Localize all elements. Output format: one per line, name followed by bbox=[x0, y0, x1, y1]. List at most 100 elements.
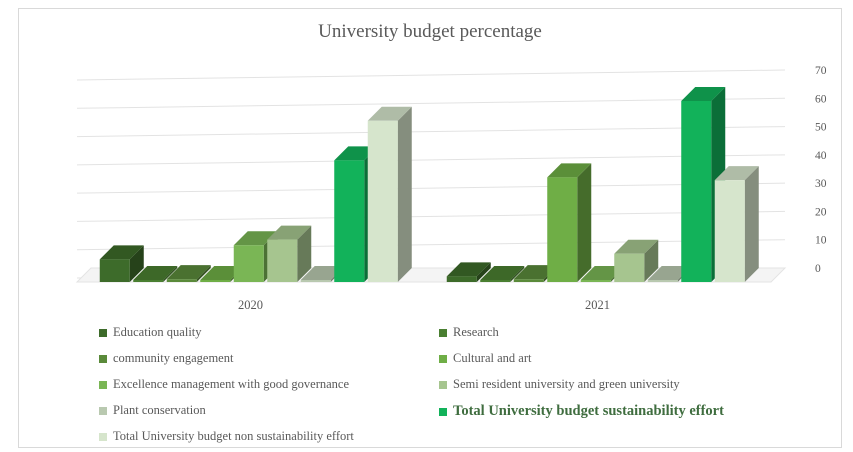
bar-top bbox=[714, 166, 759, 181]
gridline bbox=[76, 210, 786, 222]
bar-top bbox=[233, 231, 278, 246]
plot-area: 0 10 20 30 40 50 60 70 2020 2021 bbox=[75, 65, 827, 312]
bar bbox=[267, 225, 312, 282]
legend-swatch bbox=[439, 407, 447, 416]
bar-front bbox=[513, 279, 544, 282]
bar-top bbox=[614, 239, 659, 254]
bar-top bbox=[547, 163, 592, 178]
bar-top bbox=[513, 265, 558, 280]
legend-label: Semi resident university and green unive… bbox=[453, 377, 680, 391]
gridline bbox=[76, 126, 786, 138]
bar-side bbox=[163, 266, 178, 282]
bar-front bbox=[647, 280, 678, 282]
bar bbox=[133, 266, 178, 282]
bar-top bbox=[200, 266, 245, 280]
legend-swatch bbox=[99, 406, 107, 415]
x-category-label: 2021 bbox=[585, 298, 610, 312]
gridline bbox=[76, 239, 786, 251]
bar-front bbox=[681, 100, 712, 282]
legend-swatch bbox=[439, 354, 447, 363]
legend-swatch bbox=[439, 380, 447, 389]
bar bbox=[99, 245, 144, 282]
bar-top bbox=[334, 146, 379, 161]
y-tick-label: 40 bbox=[815, 150, 827, 162]
legend-label: Plant conservation bbox=[113, 403, 206, 417]
y-tick-label: 50 bbox=[815, 122, 827, 134]
bar-side bbox=[744, 166, 759, 282]
chart-title: University budget percentage bbox=[318, 21, 542, 42]
bar-side bbox=[196, 265, 211, 282]
gridline bbox=[76, 69, 786, 81]
bar bbox=[547, 163, 592, 282]
gridline bbox=[76, 154, 786, 166]
legend-label: community engagement bbox=[113, 351, 234, 365]
bar-front bbox=[446, 276, 477, 282]
chart-frame: University budget percentage 0 10 20 30 40 50… bbox=[18, 8, 842, 448]
bar-front bbox=[99, 259, 130, 282]
x-category-label: 2020 bbox=[238, 298, 263, 312]
bar bbox=[614, 239, 659, 282]
bar bbox=[166, 265, 211, 282]
gridline bbox=[76, 182, 786, 194]
bar bbox=[367, 106, 412, 283]
legend-label: Total University budget non sustainabili… bbox=[113, 429, 354, 443]
legend-swatch bbox=[439, 328, 447, 337]
bar-side bbox=[510, 266, 525, 282]
bar-front bbox=[580, 280, 611, 282]
bar-side bbox=[129, 245, 144, 282]
legend-item: Plant conservation bbox=[99, 403, 206, 418]
bar-top bbox=[580, 266, 625, 280]
legend-item: Semi resident university and green unive… bbox=[439, 377, 680, 392]
legend-label: Research bbox=[453, 325, 499, 339]
bar-top bbox=[367, 106, 412, 121]
bar-top bbox=[267, 225, 312, 240]
bar-front bbox=[480, 280, 511, 282]
legend-item: Cultural and art bbox=[439, 351, 531, 366]
legend-item: community engagement bbox=[99, 351, 233, 366]
bar-side bbox=[644, 239, 659, 282]
legend-item: Total University budget sustainability e… bbox=[439, 403, 724, 420]
legend-label: Excellence management with good governan… bbox=[113, 377, 350, 391]
legend-item: Research bbox=[439, 325, 499, 340]
y-tick-label: 0 bbox=[815, 263, 821, 275]
y-tick-label: 70 bbox=[815, 65, 827, 77]
bar-front bbox=[547, 177, 578, 282]
bar bbox=[480, 266, 525, 282]
legend-swatch bbox=[99, 432, 107, 441]
y-tick-label: 30 bbox=[815, 178, 827, 190]
bar-front bbox=[714, 180, 745, 282]
bar-front bbox=[300, 280, 331, 282]
bar-front bbox=[367, 120, 398, 283]
legend-swatch bbox=[99, 380, 107, 389]
bar-top bbox=[480, 266, 525, 280]
bar-top bbox=[647, 266, 692, 280]
bar-top bbox=[681, 86, 726, 101]
bar-top bbox=[99, 245, 144, 260]
bar-front bbox=[133, 280, 164, 282]
legend-item: Education quality bbox=[99, 325, 202, 340]
legend-label: Cultural and art bbox=[453, 351, 532, 365]
bar-side bbox=[397, 106, 412, 283]
bar-top bbox=[300, 266, 345, 280]
bar-side bbox=[476, 262, 491, 282]
legend-label: Education quality bbox=[113, 325, 202, 339]
bar-top bbox=[133, 266, 178, 280]
legend-swatch bbox=[99, 328, 107, 337]
bar-side bbox=[297, 225, 312, 282]
bar-front bbox=[334, 160, 365, 282]
bar bbox=[446, 262, 491, 282]
bar bbox=[714, 166, 759, 282]
y-tick-label: 60 bbox=[815, 93, 827, 105]
bar-side bbox=[577, 163, 592, 282]
legend-swatch bbox=[99, 354, 107, 363]
bar-front bbox=[614, 253, 645, 282]
bar-front bbox=[166, 279, 197, 282]
y-tick-label: 20 bbox=[815, 206, 827, 218]
legend-item: Excellence management with good governan… bbox=[99, 377, 349, 392]
bar-top bbox=[446, 262, 491, 277]
legend-item: Total University budget non sustainabili… bbox=[99, 429, 354, 444]
y-tick-label: 10 bbox=[815, 235, 827, 247]
bar-top bbox=[166, 265, 211, 280]
bar-front bbox=[267, 239, 298, 282]
gridline bbox=[76, 97, 786, 109]
